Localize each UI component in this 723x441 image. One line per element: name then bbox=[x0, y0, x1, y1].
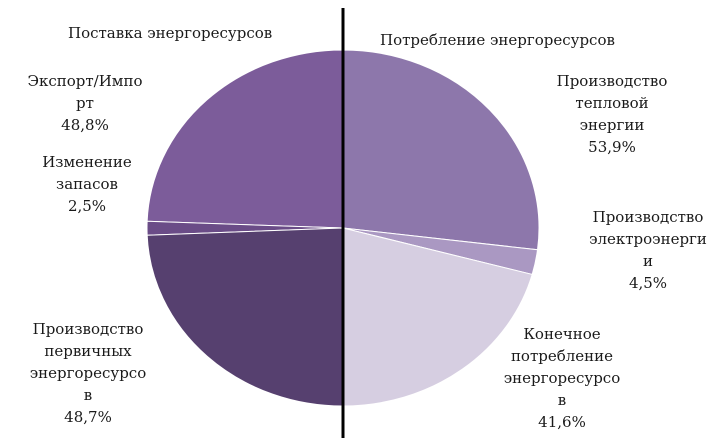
pie-slices bbox=[146, 49, 540, 407]
slice-label-1-1: Производство электроэнерги и 4,5% bbox=[589, 208, 707, 292]
right-half-title: Потребление энергоресурсов bbox=[380, 31, 615, 49]
slice-label-0-2: Производство первичных энергоресурсо в 48,7% bbox=[30, 320, 147, 426]
left-half-title: Поставка энергоресурсов bbox=[68, 24, 272, 42]
slice-label-0-1: Изменение запасов 2,5% bbox=[42, 153, 132, 215]
slice-label-1-0: Производство тепловой энергии 53,9% bbox=[557, 72, 668, 156]
pie-slice-1-2 bbox=[342, 227, 533, 407]
pie-slice-1-0 bbox=[342, 49, 540, 251]
slice-label-1-2: Конечное потребление энергоресурсо в 41,6% bbox=[504, 325, 621, 431]
pie-slice-0-0 bbox=[146, 49, 344, 229]
pie-slice-0-2 bbox=[146, 227, 344, 407]
slice-labels: Экспорт/Импо рт 48,8% Изменение запасов 2,5% П… bbox=[27, 72, 706, 431]
slice-label-0-0: Экспорт/Импо рт 48,8% bbox=[27, 72, 142, 134]
